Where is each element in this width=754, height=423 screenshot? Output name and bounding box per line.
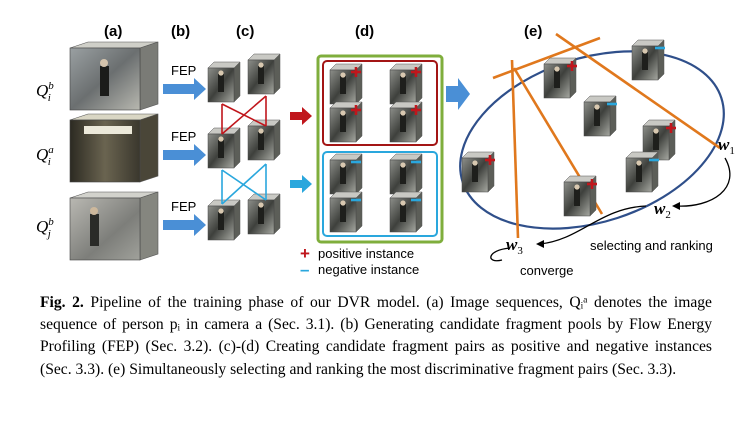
seq-label-qjb: Qb j (36, 216, 54, 240)
positive-arrow (290, 107, 312, 125)
weight-w3: w3 (506, 235, 523, 257)
converge-label: converge (520, 263, 573, 278)
image-sequence-qib (69, 41, 159, 111)
positive-instances (329, 63, 423, 143)
selecting-ranking-label: selecting and ranking (590, 238, 713, 253)
panel-label-a: (a) (104, 23, 122, 40)
panel-label-d: (d) (355, 23, 374, 40)
weight-w2: w2 (654, 199, 671, 221)
image-sequence-qjb (69, 191, 159, 261)
candidate-pairs-frame (316, 54, 444, 244)
negative-instances-box (322, 151, 438, 237)
fep-label-2: FEP (171, 129, 196, 144)
fep-arrow-3: FEP (163, 199, 206, 236)
arrowhead-w3 (536, 240, 544, 248)
legend: + positive instance – negative instance (300, 244, 419, 279)
positive-pair-links (221, 95, 267, 135)
positive-label: positive instance (318, 246, 414, 261)
fragment-pool-qjb (207, 193, 281, 241)
caption-text: Pipeline of the training phase of our DV… (40, 294, 712, 378)
figure-caption: Fig. 2. Pipeline of the training phase o… (40, 292, 712, 381)
negative-pair-links (221, 163, 267, 205)
fep-label-3: FEP (171, 199, 196, 214)
iteration-arrows (490, 157, 731, 262)
seq-label-qib: Qb i (36, 80, 54, 104)
fragment-pool-qib (207, 53, 281, 103)
negative-label: negative instance (318, 262, 419, 277)
positive-instances-box (322, 60, 438, 146)
fep-arrow-1: FEP (163, 63, 206, 100)
arrowhead-w2 (672, 202, 680, 210)
figure-number: Fig. 2. (40, 294, 84, 311)
weight-w1: w1 (718, 135, 735, 157)
fep-label-1: FEP (171, 63, 196, 78)
positive-symbol: + (300, 244, 310, 263)
image-sequence-qia (69, 113, 159, 183)
panel-label-c: (c) (236, 23, 254, 40)
negative-instances (329, 153, 423, 233)
panel-label-b: (b) (171, 23, 190, 40)
ranked-fragment-pairs (461, 39, 676, 217)
negative-symbol: – (300, 260, 309, 279)
arrow-to-ranking (446, 78, 470, 110)
seq-label-qia: Qa i (36, 144, 54, 168)
panel-label-e: (e) (524, 23, 542, 40)
fep-arrow-2: FEP (163, 129, 206, 166)
pipeline-figure: (a) (b) (c) (d) (e) Qb i Qa i Qb j FEP FEP … (36, 23, 735, 279)
fragment-pool-qia (207, 119, 281, 169)
negative-arrow (290, 175, 312, 193)
